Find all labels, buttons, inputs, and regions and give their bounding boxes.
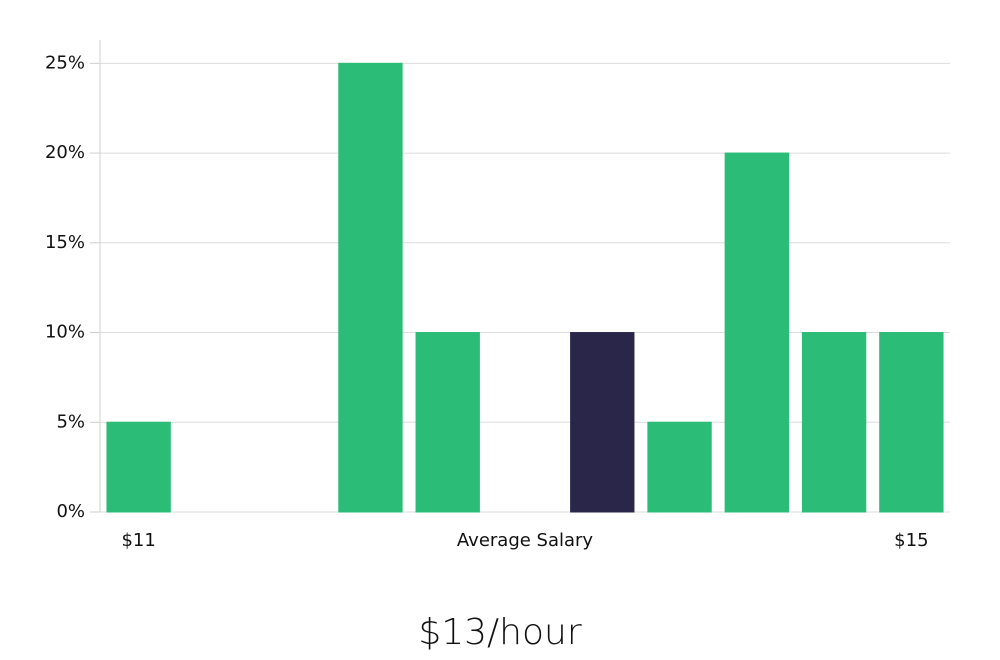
- bar: [570, 332, 635, 513]
- x-tick-label: $15: [894, 530, 928, 551]
- bar: [724, 152, 789, 513]
- bar: [801, 332, 867, 513]
- salary-annotation: $13/hour: [418, 612, 582, 653]
- x-tick-label: Average Salary: [457, 530, 594, 551]
- bar: [106, 421, 171, 513]
- y-tick-label: 20%: [45, 142, 85, 163]
- y-tick-label: 25%: [45, 52, 85, 73]
- y-tick-label: 5%: [56, 411, 85, 432]
- y-tick-label: 0%: [56, 501, 85, 522]
- y-tick-label: 10%: [45, 322, 85, 343]
- bar: [338, 62, 403, 513]
- y-tick-label: 15%: [45, 232, 85, 253]
- bar: [647, 421, 712, 513]
- x-tick-label: $11: [121, 530, 155, 551]
- bar: [415, 332, 480, 513]
- bar: [879, 332, 944, 513]
